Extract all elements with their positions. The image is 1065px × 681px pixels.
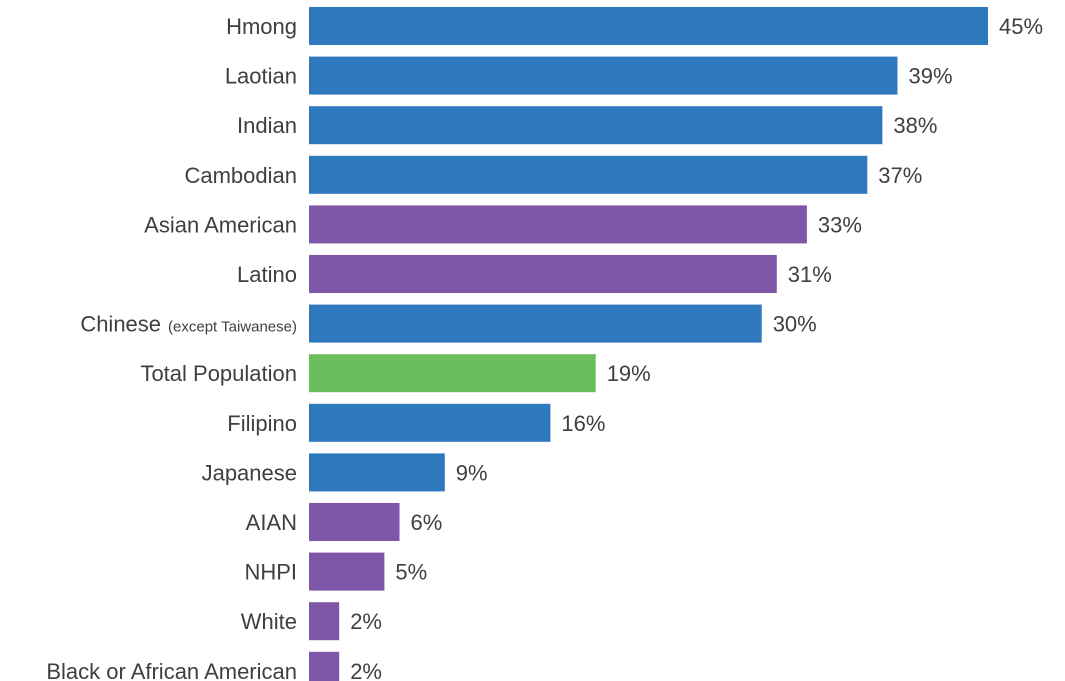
category-label-indian: Indian [237,113,297,138]
value-label-asian-american: 33% [818,212,862,237]
bar-latino [309,255,777,293]
category-label-cambodian: Cambodian [184,163,297,188]
bar-indian [309,106,883,145]
category-label-asian-american: Asian American [144,212,297,237]
value-label-black-or-african-american: 2% [350,659,382,681]
category-label-total-population: Total Population [140,361,297,386]
value-label-indian: 38% [893,113,937,138]
category-label-chinese: Chinese (except Taiwanese) [80,312,297,337]
bar-asian-american [309,205,807,244]
value-label-latino: 31% [788,262,832,287]
bar-japanese [309,453,445,492]
bar-cambodian [309,155,868,194]
value-label-japanese: 9% [456,460,488,485]
category-label-white: White [241,609,297,634]
bar-nhpi [309,552,385,591]
value-label-aian: 6% [411,510,443,535]
category-label-nhpi: NHPI [244,560,297,585]
category-label-japanese: Japanese [202,460,297,485]
bar-filipino [309,403,551,442]
value-label-total-population: 19% [607,361,651,386]
bar-black-or-african-american [309,651,340,681]
bar-aian [309,503,400,541]
value-label-chinese: 30% [773,312,817,337]
value-label-laotian: 39% [909,64,953,89]
value-label-filipino: 16% [561,411,605,436]
bar-hmong [309,7,988,45]
value-label-hmong: 45% [999,14,1043,39]
bar-laotian [309,56,898,95]
category-label-filipino: Filipino [227,411,297,436]
value-label-nhpi: 5% [395,560,427,585]
value-label-white: 2% [350,609,382,634]
category-label-latino: Latino [237,262,297,287]
bar-white [309,602,340,641]
category-label-laotian: Laotian [225,64,297,89]
bar-chinese [309,304,762,343]
value-label-cambodian: 37% [878,163,922,188]
category-label-hmong: Hmong [226,14,297,39]
category-label-black-or-african-american: Black or African American [46,659,297,681]
category-label-aian: AIAN [246,510,297,535]
bar-total-population [309,354,596,393]
